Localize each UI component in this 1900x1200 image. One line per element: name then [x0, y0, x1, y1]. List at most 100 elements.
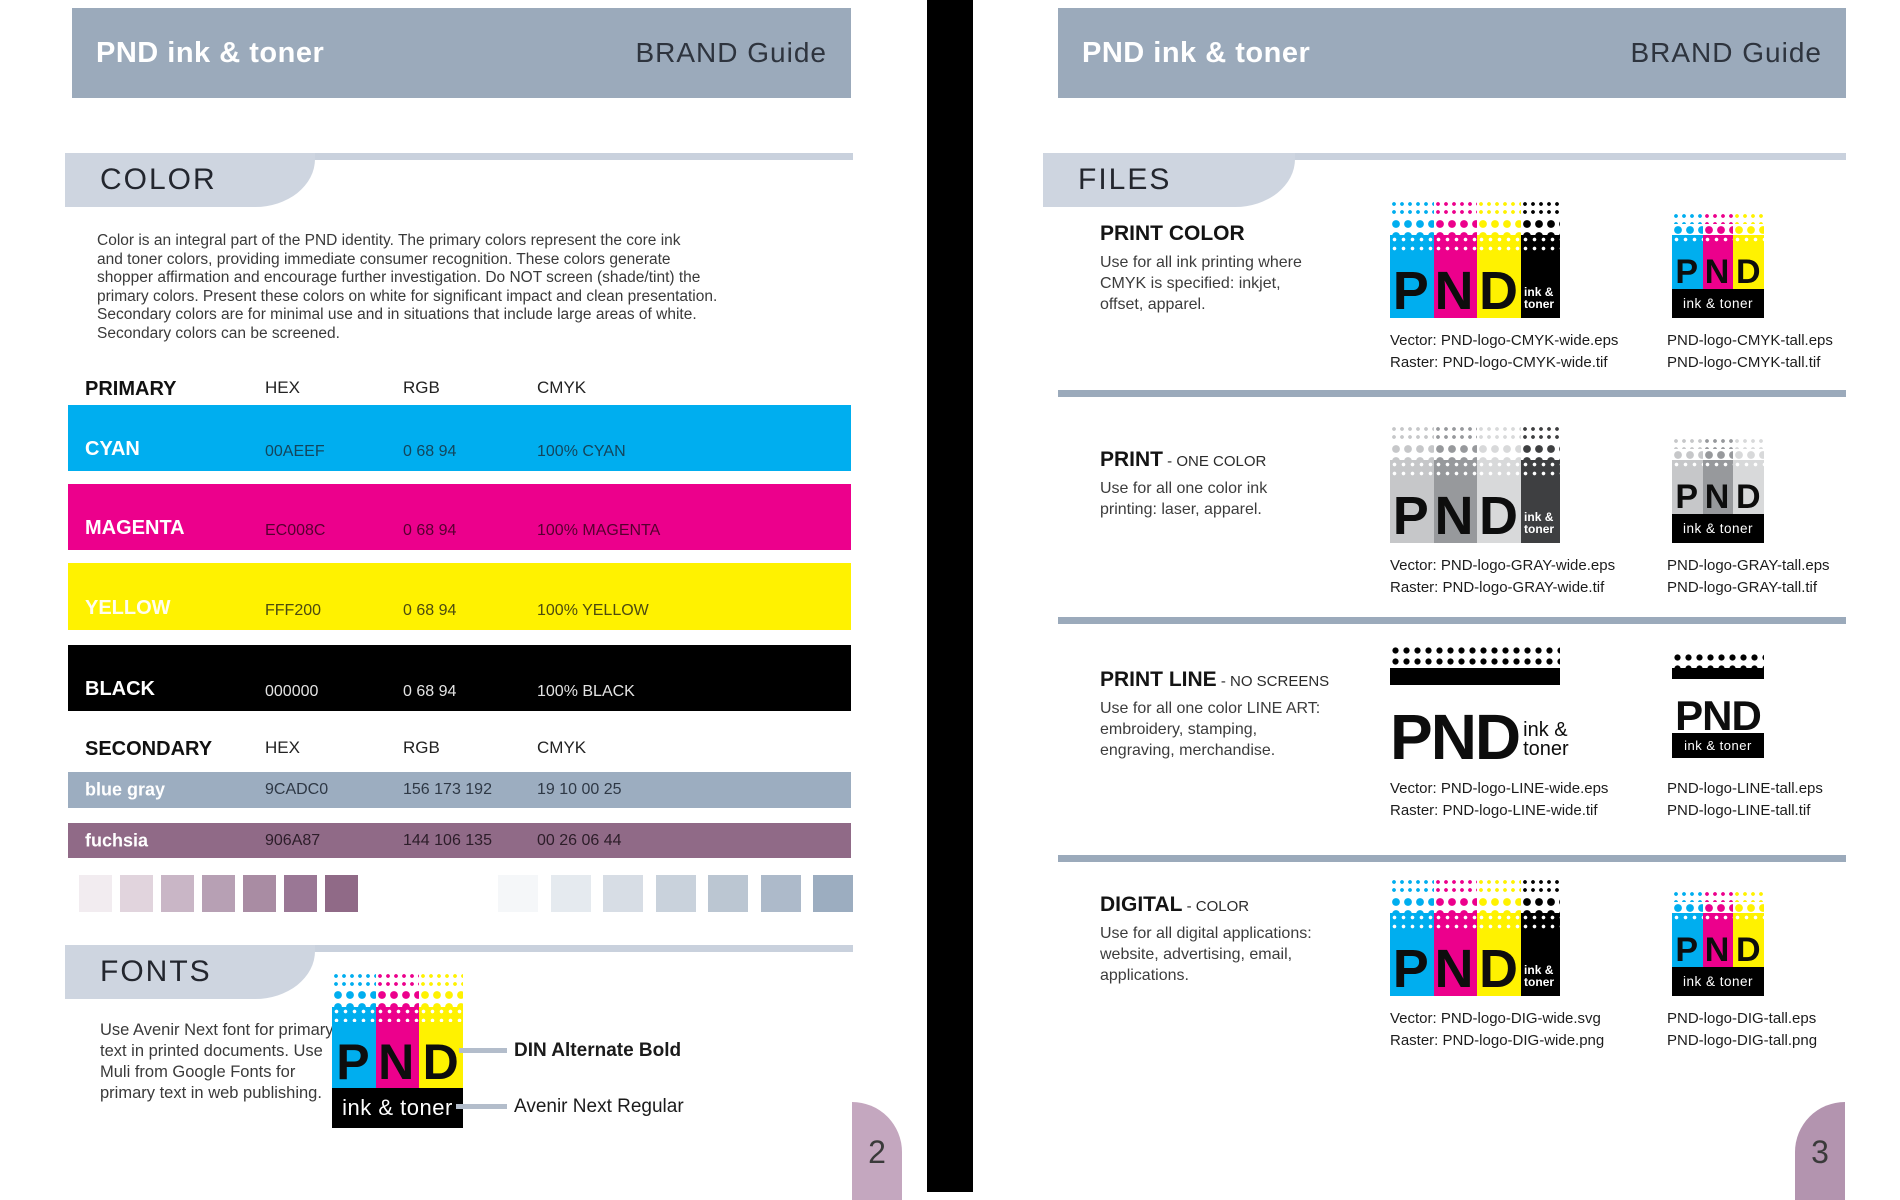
file-caption: PND-logo-CMYK-tall.eps — [1667, 332, 1833, 349]
color-name: MAGENTA — [85, 517, 185, 539]
logo-stripe — [1672, 890, 1703, 967]
logo-stripe — [1433, 200, 1478, 318]
halftone-dots — [1672, 901, 1703, 914]
halftone-dots — [1733, 460, 1765, 471]
halftone-dots — [1672, 437, 1703, 449]
logo-ink-toner-band: ink & toner — [1672, 967, 1764, 996]
pnd-letter: D — [1736, 931, 1761, 970]
halftone-dots — [1433, 878, 1478, 896]
stripe-fill — [1520, 475, 1561, 543]
color-hex: 9CADC0 — [265, 781, 329, 798]
halftone-dots — [1672, 460, 1703, 471]
hex-column-header: HEX — [265, 378, 300, 397]
pnd-logo-line-tall: PND ink & toner — [1672, 652, 1764, 758]
logo-stripe — [1433, 878, 1478, 996]
halftone-dots — [1702, 223, 1734, 236]
color-rgb: 0 68 94 — [403, 602, 457, 619]
halftone-dots — [1390, 913, 1434, 929]
halftone-dots — [1733, 223, 1765, 236]
halftone-dots — [1520, 442, 1561, 461]
stripe-fill — [1477, 250, 1521, 318]
halftone-dots — [332, 972, 376, 990]
file-caption: PND-logo-LINE-tall.eps — [1667, 780, 1823, 797]
halftone-dots — [1733, 913, 1765, 924]
logo-body: PND — [1672, 679, 1764, 736]
halftone-dots — [1433, 217, 1478, 236]
logo-stripe — [1477, 878, 1521, 996]
pnd-letter: D — [1479, 939, 1519, 1000]
pnd-letter: D — [1479, 261, 1519, 322]
color-rgb: 0 68 94 — [403, 522, 457, 539]
header-subtitle: BRAND Guide — [635, 37, 827, 68]
halftone-dots — [1390, 878, 1434, 896]
file-caption: Vector: PND-logo-GRAY-wide.eps — [1390, 557, 1616, 574]
color-swatch — [161, 875, 194, 912]
file-caption: PND-logo-DIG-tall.eps — [1667, 1010, 1817, 1027]
logo-stripes: ink & toner — [1390, 200, 1561, 318]
cmyk-column-header: CMYK — [537, 738, 587, 757]
stripe-fill — [419, 1021, 464, 1088]
row-description: Use for all one color LINE ART: embroide… — [1100, 700, 1321, 759]
logo-stripe — [1672, 212, 1703, 289]
logo-body: PND ink & toner — [1390, 685, 1569, 769]
halftone-dots — [1733, 437, 1765, 449]
row-heading-print-gray: PRINT - ONE COLOR — [1100, 448, 1266, 472]
logo-stripe — [1390, 200, 1434, 318]
fonts-section-label: FONTS — [100, 955, 212, 988]
logo-tagline: ink & toner — [1524, 509, 1555, 537]
secondary-table-header: SECONDARY HEX RGB CMYK — [0, 738, 927, 760]
halftone-dots — [1733, 212, 1765, 224]
halftone-dots — [419, 989, 464, 1007]
halftone-dots — [419, 1006, 464, 1022]
pnd-letter: D — [1736, 253, 1761, 292]
color-intro-text: Color is an integral part of the PND ide… — [97, 232, 718, 342]
pnd-logo-cmyk-wide: ink & toner P N D — [1390, 200, 1561, 322]
stripe-fill — [1477, 928, 1521, 996]
halftone-dots — [1520, 460, 1561, 476]
color-cmyk: 100% CYAN — [537, 443, 626, 460]
callout-line-din — [459, 1048, 507, 1053]
color-swatch — [655, 875, 696, 912]
stripe-fill — [1733, 923, 1765, 967]
logo-stripe — [1733, 212, 1765, 289]
fonts-section-line — [65, 945, 853, 952]
logo-stripe — [375, 972, 420, 1088]
color-swatch — [708, 875, 748, 912]
pnd-letter: D — [1479, 486, 1519, 547]
page-number-tab-3: 3 — [1795, 1102, 1845, 1200]
halftone-dots — [1477, 913, 1521, 929]
row-heading-print-line: PRINT LINE - NO SCREENS — [1100, 668, 1329, 692]
pnd-letter: N — [1704, 931, 1730, 970]
color-row-cyan: CYAN 00AEEF 0 68 94 100% CYAN — [68, 405, 851, 471]
row-divider — [1058, 617, 1846, 624]
logo-stripe: ink & toner — [1520, 878, 1561, 996]
fuchsia-tint-swatches — [79, 875, 358, 912]
logo-stripe — [419, 972, 464, 1088]
color-hex: FFF200 — [265, 602, 322, 619]
halftone-dots — [1477, 235, 1521, 251]
row-heading-suffix: - COLOR — [1182, 898, 1250, 915]
pnd-letter: P — [1675, 478, 1699, 517]
primary-label: PRIMARY — [85, 378, 177, 400]
pnd-letter: N — [1434, 261, 1474, 322]
row-heading-suffix: - ONE COLOR — [1163, 453, 1267, 470]
color-name: blue gray — [85, 779, 166, 800]
halftone-dots — [1672, 235, 1703, 246]
logo-stripe — [1390, 878, 1434, 996]
halftone-dots — [1702, 890, 1734, 902]
halftone-dots — [332, 989, 376, 1007]
color-section-tab: COLOR — [65, 153, 315, 207]
color-swatch — [120, 875, 153, 912]
stripe-fill — [1672, 923, 1703, 967]
halftone-dots — [1520, 425, 1561, 443]
din-font-callout: DIN Alternate Bold — [514, 1040, 682, 1061]
row-heading-print-color: PRINT COLOR — [1100, 222, 1245, 246]
files-section-tab: FILES — [1043, 153, 1295, 207]
color-section-label: COLOR — [100, 163, 217, 196]
color-hex: 000000 — [265, 683, 319, 700]
